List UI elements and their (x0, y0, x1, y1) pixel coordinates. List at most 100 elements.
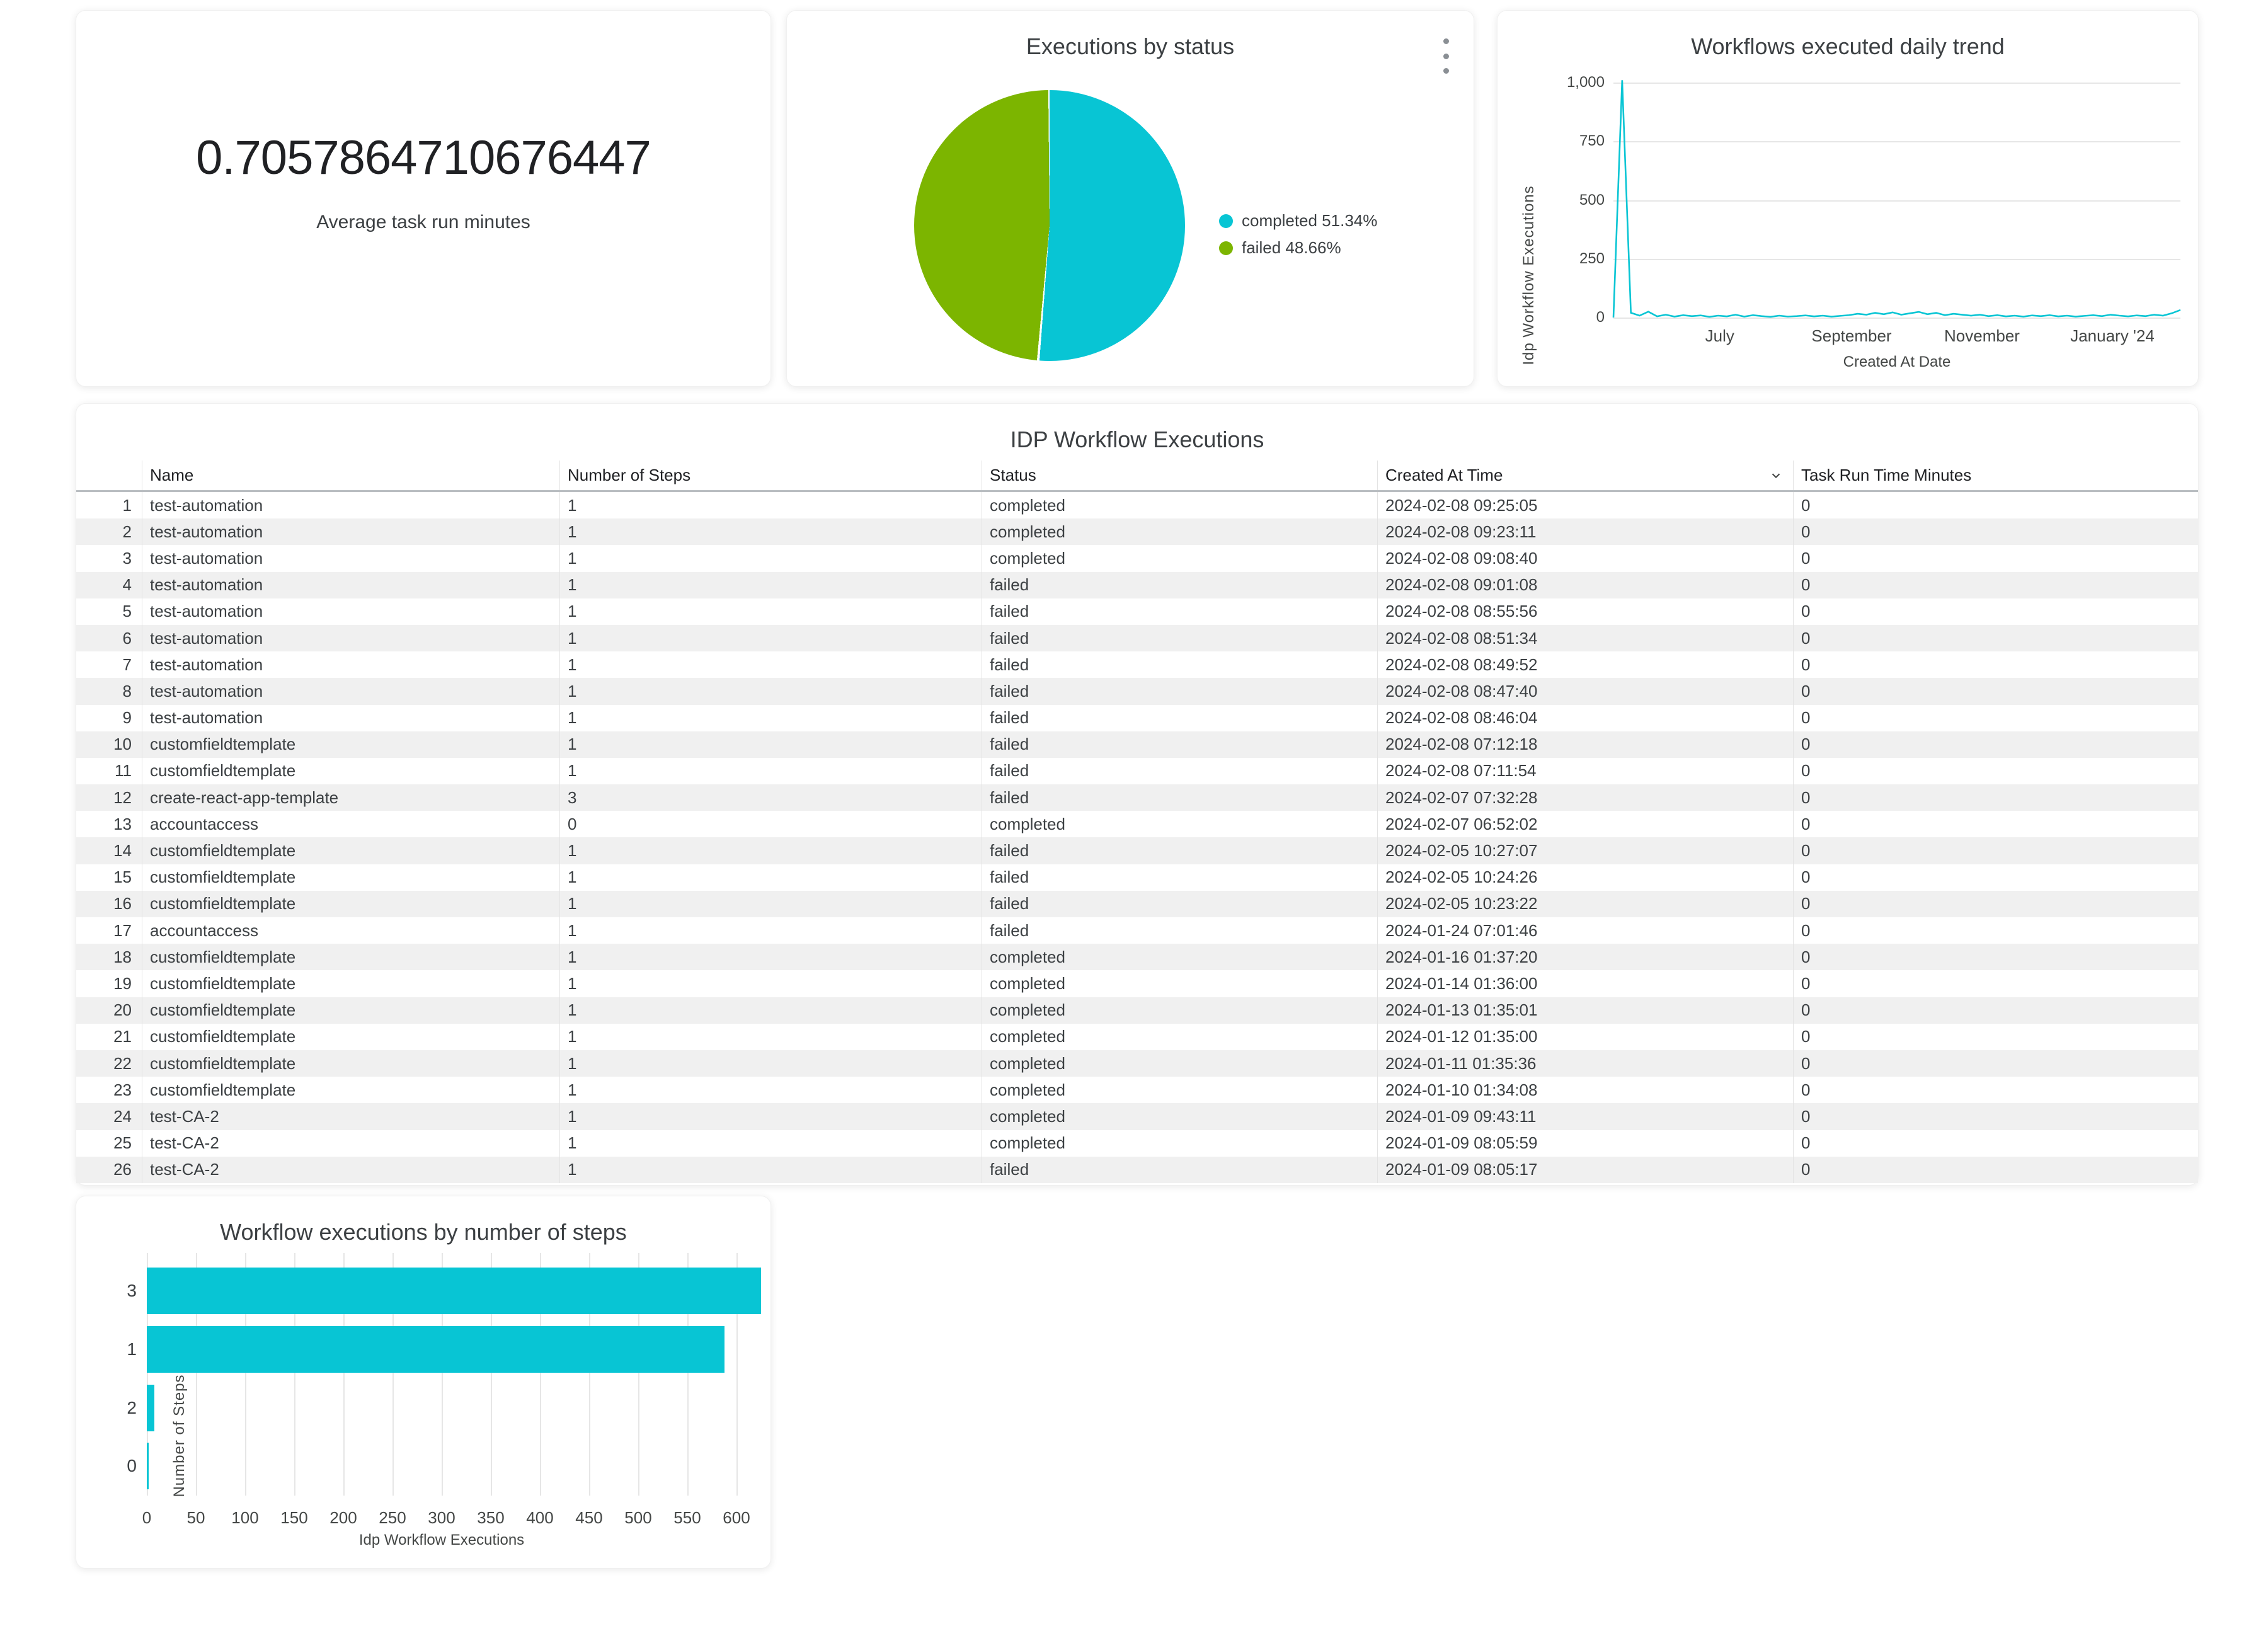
cell-number-of-steps: 3 (559, 784, 982, 811)
cell-created-at-time: 2024-02-07 07:32:28 (1377, 784, 1793, 811)
legend-label: completed 51.34% (1242, 211, 1378, 230)
legend-item[interactable]: failed 48.66% (1219, 238, 1377, 258)
gridline (1613, 200, 2180, 202)
cell-task-run-time-minutes: 0 (1793, 1023, 2198, 1050)
cell-rownum: 15 (113, 867, 132, 887)
table-row: 2 test-automation 1 completed 2024-02-08 09:… (76, 518, 2198, 546)
table-header-created-at-time[interactable]: Created At Time (1377, 461, 1793, 490)
table-header-number-of-steps[interactable]: Number of Steps (559, 461, 982, 490)
cell-number-of-steps: 1 (559, 731, 982, 758)
cell-number-of-steps: 1 (559, 997, 982, 1024)
cell-name: customfieldtemplate (142, 970, 559, 997)
bar-2-steps[interactable] (147, 1384, 155, 1431)
cell-created-at-time: 2024-02-08 09:01:08 (1377, 571, 1793, 598)
cell-created-at-time: 2024-02-05 10:24:26 (1377, 864, 1793, 891)
cell-task-run-time-minutes: 0 (1793, 1130, 2198, 1157)
chevron-down-icon (1772, 473, 1780, 478)
bar-1-steps[interactable] (147, 1325, 725, 1373)
table-row: 10 customfieldtemplate 1 failed 2024-02-08 0… (76, 731, 2198, 758)
cell-task-run-time-minutes: 0 (1793, 757, 2198, 785)
cell-status: completed (982, 944, 1377, 971)
x-axis-tick-label: 300 (428, 1508, 455, 1527)
x-axis-tick-label: 500 (624, 1508, 652, 1527)
trend-line[interactable] (1612, 70, 2181, 320)
cell-created-at-time: 2024-02-08 08:47:40 (1377, 678, 1793, 705)
cell-name: customfieldtemplate (142, 731, 559, 758)
more-options-icon[interactable] (1433, 38, 1458, 74)
x-axis-tick-label: July (1705, 326, 1734, 345)
gridline (1613, 258, 2180, 260)
cell-number-of-steps: 1 (559, 598, 982, 625)
cell-name: accountaccess (142, 811, 559, 838)
table-header-name[interactable]: Name (142, 461, 559, 490)
cell-status: completed (982, 1130, 1377, 1157)
cell-created-at-time: 2024-02-08 09:08:40 (1377, 545, 1793, 572)
cell-rownum: 23 (113, 1080, 132, 1099)
cell-rownum: 1 (122, 495, 132, 515)
cell-name: customfieldtemplate (142, 1050, 559, 1077)
cell-name: test-automation (142, 518, 559, 546)
cell-status: completed (982, 1023, 1377, 1050)
legend-item[interactable]: completed 51.34% (1219, 211, 1377, 231)
gridline (294, 1253, 295, 1496)
legend-color-dot (1219, 214, 1233, 228)
cell-created-at-time: 2024-01-09 09:43:11 (1377, 1103, 1793, 1130)
cell-task-run-time-minutes: 0 (1793, 997, 2198, 1024)
cell-rownum: 3 (122, 548, 132, 568)
cell-created-at-time: 2024-02-08 08:46:04 (1377, 704, 1793, 731)
table-card: IDP Workflow Executions Name Number of S… (76, 403, 2199, 1186)
cell-rownum: 26 (113, 1160, 132, 1179)
cell-number-of-steps: 1 (559, 571, 982, 598)
line-chart-card: Workflows executed daily trend Idp Workf… (1497, 10, 2199, 387)
pie-chart[interactable] (914, 90, 1185, 361)
cell-rownum: 8 (122, 681, 132, 701)
table-row: 1 test-automation 1 completed 2024-02-08 09:… (76, 492, 2198, 519)
cell-task-run-time-minutes: 0 (1793, 811, 2198, 838)
bar-3-steps[interactable] (147, 1268, 761, 1314)
cell-name: test-automation (142, 624, 559, 652)
cell-rownum: 9 (122, 708, 132, 728)
cell-number-of-steps: 1 (559, 1130, 982, 1157)
bar-0-steps[interactable] (147, 1443, 149, 1490)
cell-status: completed (982, 1050, 1377, 1077)
table-row: 15 customfieldtemplate 1 failed 2024-02-05 1… (76, 864, 2198, 891)
table-row: 22 customfieldtemplate 1 completed 2024-01-1… (76, 1050, 2198, 1077)
gridline (196, 1253, 197, 1496)
table-row: 23 customfieldtemplate 1 completed 2024-01-1… (76, 1077, 2198, 1104)
pie-chart-card: Executions by status completed 51.34% fai… (786, 10, 1474, 387)
cell-status: failed (982, 651, 1377, 678)
cell-name: test-automation (142, 545, 559, 572)
y-axis-category-label: 2 (127, 1397, 137, 1417)
cell-status: completed (982, 997, 1377, 1024)
table-header-task-run-time-minutes[interactable]: Task Run Time Minutes (1793, 461, 2198, 490)
line-chart-y-axis-title: Idp Workflow Executions (1520, 185, 1537, 365)
x-axis-tick-label: 50 (186, 1508, 205, 1527)
cell-status: completed (982, 492, 1377, 519)
table-row: 8 test-automation 1 failed 2024-02-08 08:47:… (76, 678, 2198, 705)
x-axis-tick-label: 150 (280, 1508, 308, 1527)
cell-number-of-steps: 1 (559, 518, 982, 546)
x-axis-tick-label: 200 (329, 1508, 357, 1527)
cell-rownum: 6 (122, 628, 132, 648)
table-row: 6 test-automation 1 failed 2024-02-08 08:51:… (76, 624, 2198, 652)
cell-created-at-time: 2024-01-12 01:35:00 (1377, 1023, 1793, 1050)
table-row: 11 customfieldtemplate 1 failed 2024-02-08 0… (76, 757, 2198, 785)
table-row: 9 test-automation 1 failed 2024-02-08 08:46:… (76, 704, 2198, 731)
table-row: 24 test-CA-2 1 completed 2024-01-09 09:43:11… (76, 1103, 2198, 1130)
table-header-status[interactable]: Status (982, 461, 1377, 490)
cell-number-of-steps: 0 (559, 811, 982, 838)
cell-status: failed (982, 678, 1377, 705)
y-axis-category-label: 3 (127, 1281, 137, 1300)
cell-rownum: 18 (113, 947, 132, 966)
cell-name: customfieldtemplate (142, 890, 559, 917)
cell-name: customfieldtemplate (142, 757, 559, 785)
x-axis-tick-label: January '24 (2070, 326, 2155, 345)
cell-name: customfieldtemplate (142, 837, 559, 864)
cell-name: test-automation (142, 571, 559, 598)
gridline (736, 1253, 738, 1496)
cell-created-at-time: 2024-02-08 09:23:11 (1377, 518, 1793, 546)
cell-name: customfieldtemplate (142, 864, 559, 891)
cell-created-at-time: 2024-01-10 01:34:08 (1377, 1077, 1793, 1104)
gridline (392, 1253, 394, 1496)
